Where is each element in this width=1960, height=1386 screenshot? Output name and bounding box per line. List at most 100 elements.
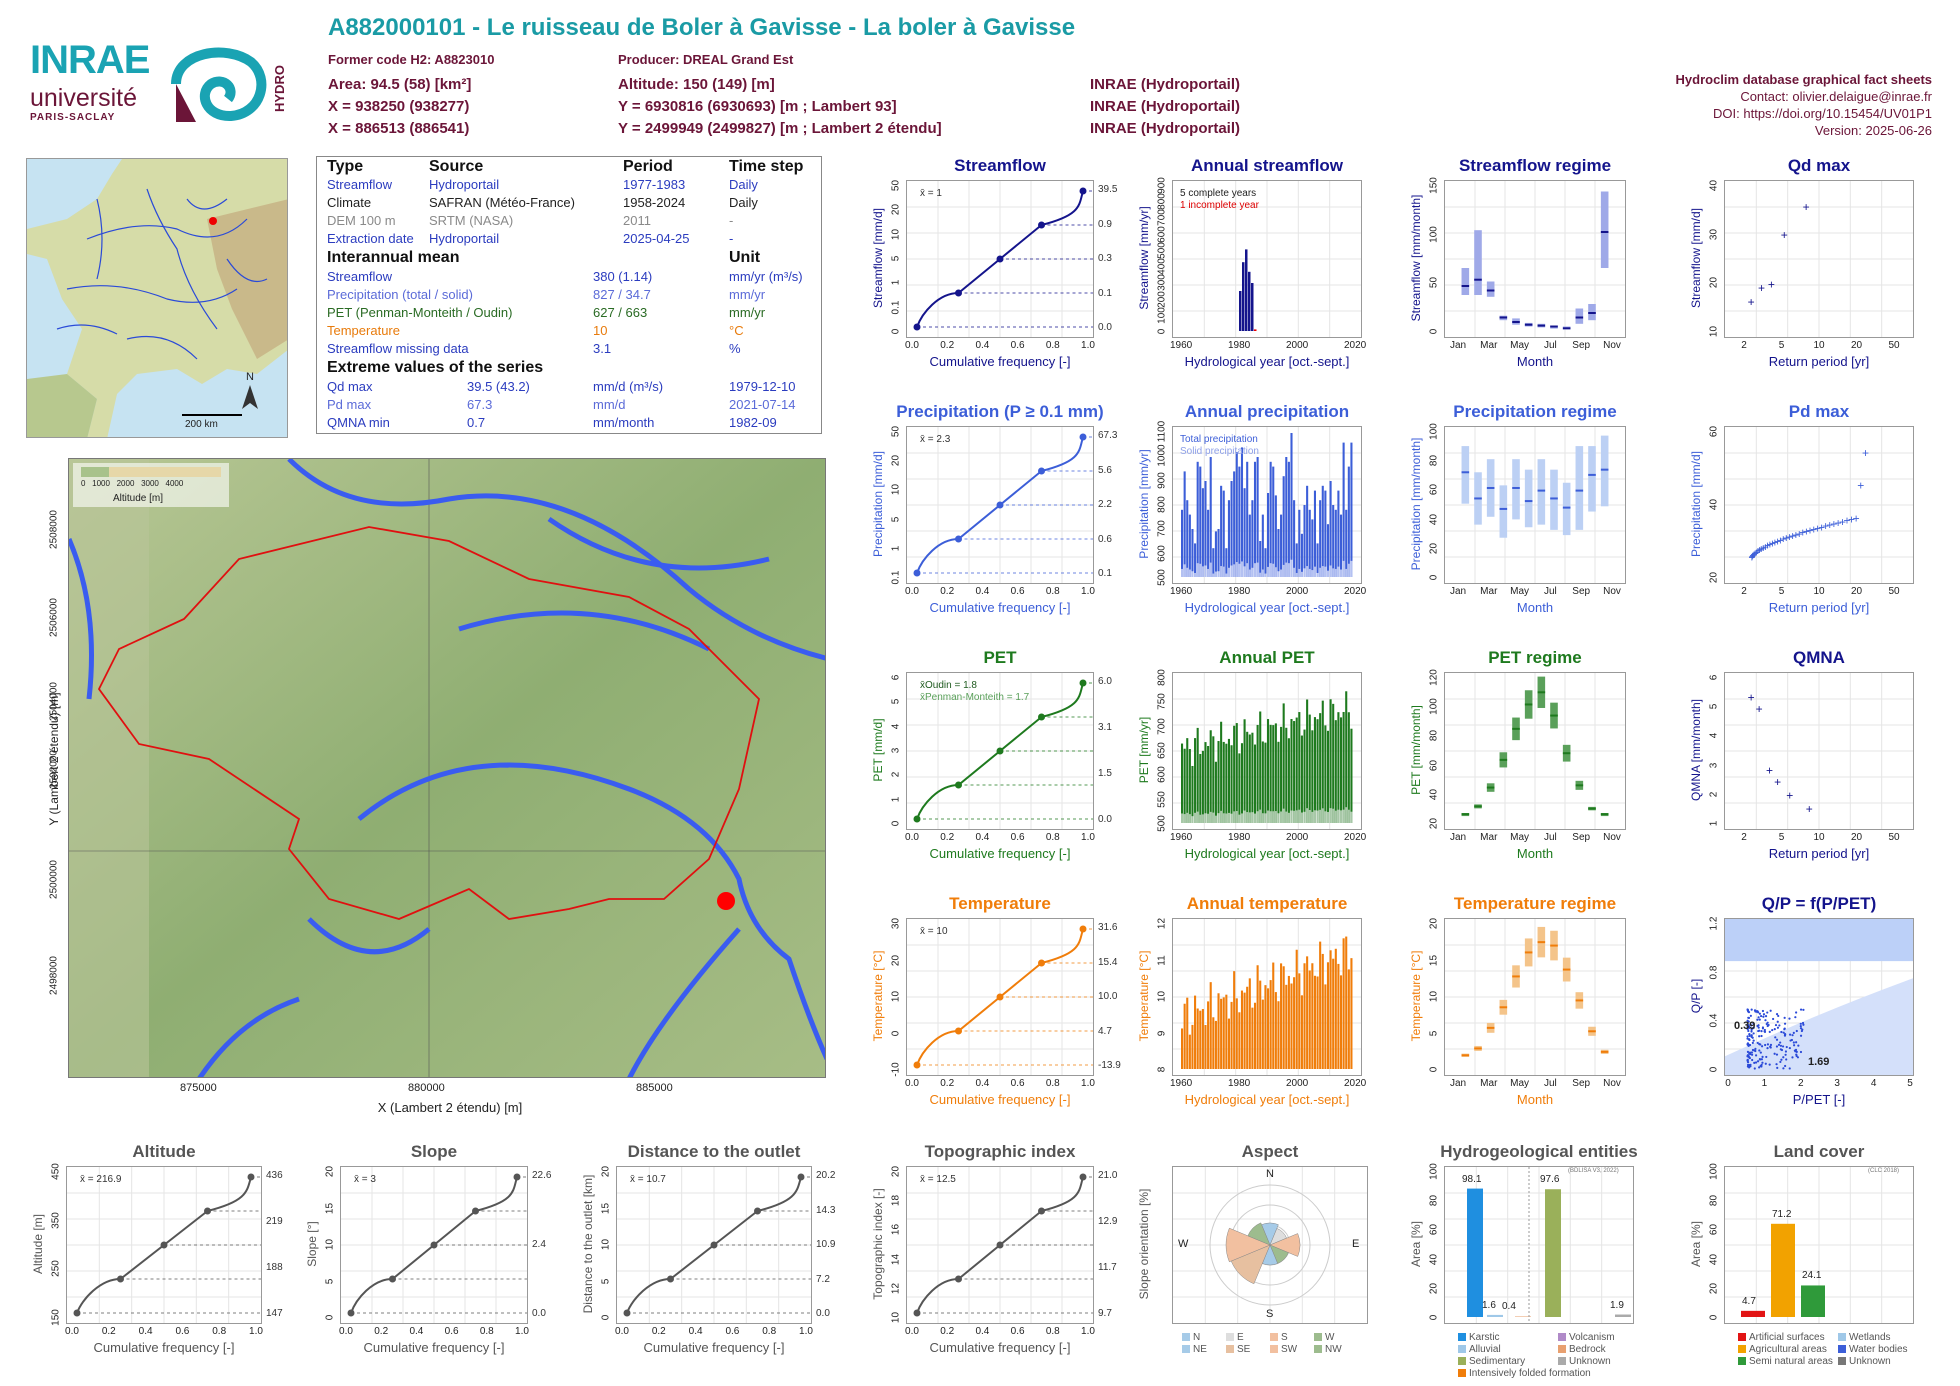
bar-overlay — [1277, 813, 1280, 823]
chart-ytick: 20 — [890, 204, 902, 216]
scatter-point — [1760, 1058, 1763, 1061]
chart-xtick: 0.6 — [1010, 1078, 1025, 1089]
right-axis-label: 10.9 — [816, 1239, 836, 1250]
chart-ytick: 20 — [1708, 277, 1720, 289]
scatter-point — [1746, 1063, 1750, 1066]
legend-swatch — [1270, 1333, 1278, 1342]
chart-ytick: 2 — [1708, 791, 1720, 798]
chart-xtick: 0.2 — [940, 1078, 955, 1089]
legend-item: 1 incomplete year — [1180, 200, 1259, 211]
bar — [1342, 711, 1345, 823]
data-point — [1038, 713, 1045, 721]
mean-label: x̄ = 3 — [354, 1174, 376, 1185]
chart-ytick: 5 — [324, 1278, 336, 1284]
data-point — [472, 1207, 479, 1215]
scatter-point — [1788, 1017, 1791, 1020]
extreme-value: 0.7 — [467, 415, 486, 430]
chart-ytick: 250 — [50, 1260, 62, 1278]
chart-ytick: 0 — [1428, 1066, 1440, 1073]
bar — [1350, 442, 1353, 577]
scatter-point — [1780, 1058, 1783, 1061]
chart-svg — [907, 919, 1095, 1077]
bar-overlay — [1207, 568, 1210, 577]
bar-overlay — [1217, 571, 1220, 577]
bar — [1261, 741, 1264, 823]
bar-overlay — [1220, 566, 1223, 577]
scatter-point — [1775, 1063, 1778, 1066]
scatter-point — [1780, 1030, 1783, 1034]
chart-ytick: 5 — [1708, 703, 1720, 710]
th-extreme: Extreme values of the series — [327, 359, 544, 376]
scatter-point — [1761, 1061, 1764, 1064]
bar-overlay — [1251, 567, 1254, 577]
th-mean: Interannual mean — [327, 249, 460, 266]
chart-xtick: Jul — [1543, 586, 1557, 597]
bar — [1300, 533, 1303, 577]
bar-overlay — [1194, 812, 1197, 823]
scatter-point — [1748, 1026, 1751, 1029]
chart-ytick: 10 — [890, 1311, 902, 1324]
series-line — [626, 1176, 802, 1314]
scatter-point — [1763, 1030, 1766, 1033]
bar-overlay — [1337, 809, 1340, 823]
scatter-point — [1764, 1043, 1767, 1047]
scatter-point — [1750, 1028, 1753, 1031]
legend-swatch — [1458, 1333, 1466, 1342]
chart-xtick: 5 — [1907, 1078, 1913, 1089]
bar — [1295, 949, 1298, 1069]
bar — [1199, 753, 1202, 823]
chart-xtick: 2000 — [1286, 832, 1309, 843]
scatter-point — [1750, 1034, 1753, 1037]
chart-ytick: 60 — [1428, 1224, 1440, 1236]
chart-xtick: 2020 — [1344, 832, 1367, 843]
scatter-point — [1750, 1053, 1754, 1056]
bar — [1295, 717, 1298, 823]
scatter-point — [1784, 1064, 1787, 1068]
scatter-point — [1774, 1023, 1778, 1027]
chart-xtick: 50 — [1888, 832, 1900, 843]
chart-ytick: 4 — [1708, 733, 1720, 739]
bar-overlay — [1227, 567, 1230, 577]
chart-ytick: 5 — [890, 255, 902, 262]
chart-ytick: 60 — [1708, 1224, 1720, 1236]
chart-svg: ++++++++++++++++++++++++++++++++++++++++ — [1725, 413, 1915, 585]
scatter-point — [1758, 1035, 1761, 1038]
chart-xtick: 0.0 — [905, 832, 919, 843]
data-point: + — [1758, 542, 1765, 556]
row-source: SAFRAN (Météo-France) — [429, 195, 575, 210]
bar-overlay — [1280, 811, 1283, 823]
data-point: + — [1766, 763, 1773, 777]
chart-ytick: 8 — [1156, 1066, 1168, 1073]
mean-name: PET (Penman-Monteith / Oudin) — [327, 305, 513, 320]
doi-link[interactable]: DOI: https://doi.org/10.15454/UV01P1 — [1713, 106, 1932, 121]
range-box — [1600, 435, 1609, 507]
annotation: 0.39 — [1734, 1020, 1756, 1032]
bar — [1267, 493, 1270, 577]
catchment-map[interactable]: 0 1000 2000 3000 4000 Altitude [m] — [68, 458, 826, 1078]
data-point: + — [1760, 541, 1767, 555]
bar-overlay — [1251, 812, 1254, 823]
chart-title: Pd max — [1788, 402, 1850, 421]
bar — [1225, 548, 1228, 577]
bar-overlay — [1334, 810, 1337, 823]
chart-xtick: Sep — [1572, 1078, 1591, 1089]
chart-xtick: 2 — [1741, 340, 1747, 351]
chart-plot — [340, 1166, 529, 1325]
legend-item: N — [1182, 1332, 1200, 1343]
chart-ytick: 12 — [1156, 917, 1168, 930]
contact[interactable]: Contact: olivier.delaigue@inrae.fr — [1740, 89, 1932, 104]
chart-ytick: 5 — [600, 1278, 612, 1284]
x-lambert2e: X = 886513 (886541) — [328, 120, 470, 137]
scatter-point — [1751, 1041, 1754, 1044]
scatter-point — [1802, 1008, 1805, 1011]
france-map[interactable]: 200 km N — [26, 158, 288, 438]
bar-overlay — [1225, 573, 1228, 577]
value-label: 0.4 — [1502, 1301, 1516, 1313]
chart-xtick: 0.8 — [1045, 340, 1060, 351]
bar-overlay — [1204, 565, 1207, 577]
right-axis-label: 147 — [266, 1308, 283, 1319]
scatter-point — [1776, 1066, 1779, 1069]
bar-overlay — [1293, 810, 1296, 823]
data-point — [667, 1275, 674, 1283]
bar — [1181, 743, 1184, 823]
